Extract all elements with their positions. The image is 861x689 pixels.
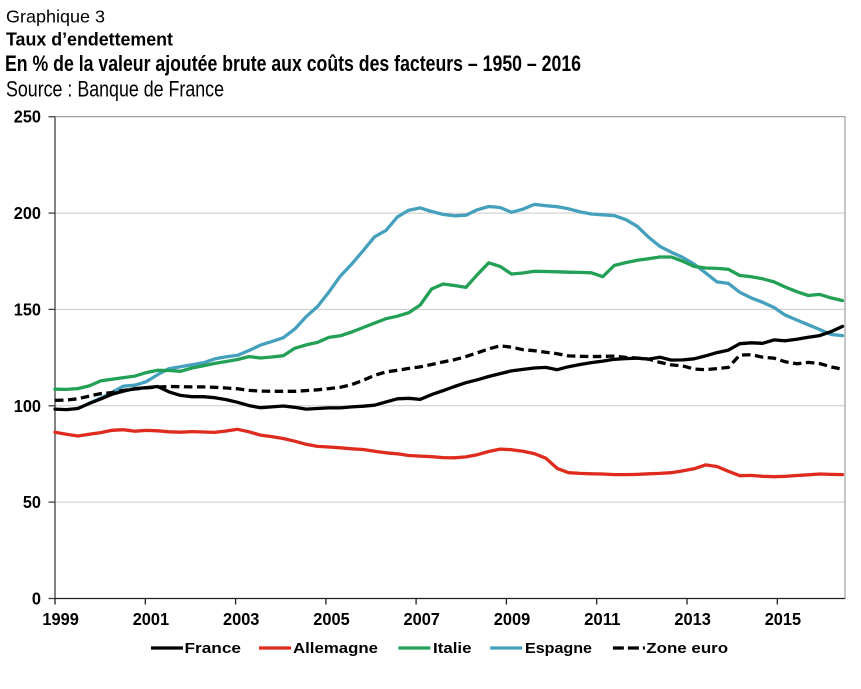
- svg-text:Graphique 3: Graphique 3: [6, 7, 105, 27]
- svg-text:Espagne: Espagne: [525, 641, 592, 657]
- svg-text:Zone euro: Zone euro: [646, 641, 728, 657]
- svg-text:2011: 2011: [584, 609, 621, 629]
- svg-text:2001: 2001: [133, 609, 170, 629]
- svg-text:2013: 2013: [674, 609, 711, 629]
- svg-text:Allemagne: Allemagne: [293, 641, 378, 657]
- svg-text:Taux d’endettement: Taux d’endettement: [6, 28, 174, 49]
- svg-text:2015: 2015: [765, 609, 802, 629]
- svg-text:2003: 2003: [223, 609, 260, 629]
- svg-text:2009: 2009: [494, 609, 531, 629]
- svg-text:2005: 2005: [313, 609, 350, 629]
- svg-text:France: France: [185, 641, 242, 657]
- svg-text:200: 200: [14, 203, 41, 223]
- svg-text:En % de la valeur ajoutée brut: En % de la valeur ajoutée brute aux coût…: [5, 51, 581, 76]
- svg-text:100: 100: [14, 396, 41, 416]
- svg-text:150: 150: [14, 299, 41, 319]
- svg-text:50: 50: [23, 492, 41, 512]
- svg-text:250: 250: [14, 107, 41, 127]
- svg-text:1999: 1999: [42, 609, 79, 629]
- svg-text:Italie: Italie: [433, 641, 472, 657]
- svg-text:0: 0: [32, 589, 41, 609]
- svg-text:2007: 2007: [404, 609, 441, 629]
- svg-text:Source : Banque de France: Source : Banque de France: [6, 76, 224, 101]
